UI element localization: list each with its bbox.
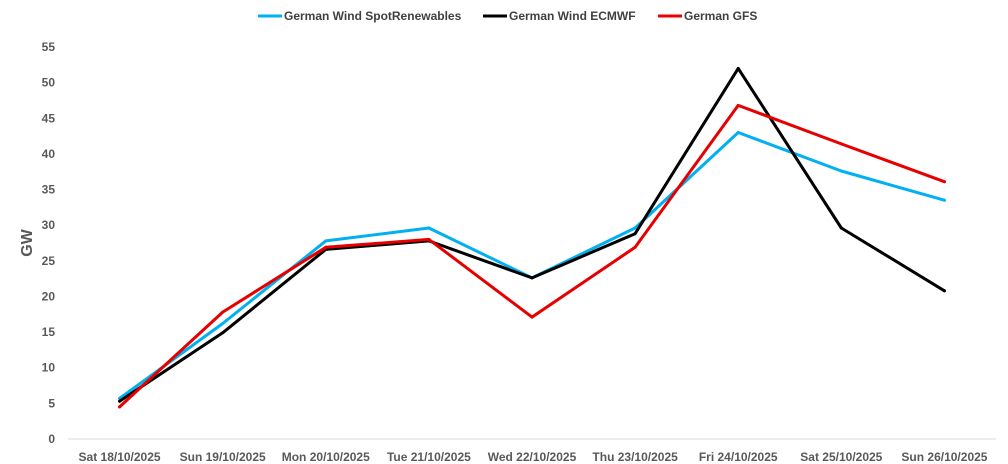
series-1-point bbox=[839, 226, 843, 230]
series-2-point bbox=[530, 315, 534, 319]
x-tick-label: Sat 25/10/2025 bbox=[800, 450, 882, 464]
series-2-point bbox=[736, 103, 740, 107]
x-axis-ticks: Sat 18/10/2025 Sun 19/10/2025 Mon 20/10/20… bbox=[79, 450, 988, 464]
series-1-point bbox=[221, 331, 225, 335]
x-tick-label: Sun 26/10/2025 bbox=[901, 450, 987, 464]
series-0-point bbox=[633, 226, 637, 230]
x-tick-label: Sat 18/10/2025 bbox=[79, 450, 161, 464]
series-2-point bbox=[221, 310, 225, 314]
series-1-point bbox=[942, 289, 946, 293]
series-lines bbox=[118, 66, 946, 409]
series-1-point bbox=[118, 399, 122, 403]
series-2-point bbox=[118, 405, 122, 409]
y-axis-label: GW bbox=[19, 228, 36, 256]
y-axis-ticks: 0 5 10 15 20 25 30 35 40 45 50 55 bbox=[42, 40, 56, 446]
legend-label-0: German Wind SpotRenewables bbox=[284, 9, 462, 23]
series-1-point bbox=[530, 276, 534, 280]
y-tick-label: 35 bbox=[42, 183, 56, 197]
series-1-point bbox=[633, 232, 637, 236]
y-tick-label: 40 bbox=[42, 147, 56, 161]
legend-label-1: German Wind ECMWF bbox=[509, 9, 636, 23]
series-0-point bbox=[221, 322, 225, 326]
y-tick-label: 30 bbox=[42, 218, 56, 232]
series-line-1 bbox=[118, 66, 946, 403]
y-tick-label: 5 bbox=[48, 396, 55, 410]
series-2-point bbox=[427, 237, 431, 241]
series-1-point bbox=[736, 66, 740, 70]
series-0-point bbox=[736, 131, 740, 135]
series-2-point bbox=[839, 142, 843, 146]
series-line-2 bbox=[118, 103, 946, 409]
x-tick-label: Tue 21/10/2025 bbox=[387, 450, 471, 464]
y-tick-label: 20 bbox=[42, 289, 56, 303]
x-tick-label: Wed 22/10/2025 bbox=[488, 450, 577, 464]
series-0-point bbox=[942, 198, 946, 202]
y-tick-label: 45 bbox=[42, 111, 56, 125]
series-2-point bbox=[942, 180, 946, 184]
x-tick-label: Fri 24/10/2025 bbox=[699, 450, 778, 464]
series-0-point bbox=[839, 169, 843, 173]
series-2-point bbox=[633, 245, 637, 249]
x-tick-label: Sun 19/10/2025 bbox=[180, 450, 266, 464]
y-tick-label: 55 bbox=[42, 40, 56, 54]
y-tick-label: 50 bbox=[42, 76, 56, 90]
legend-label-2: German GFS bbox=[684, 9, 757, 23]
y-tick-label: 10 bbox=[42, 361, 56, 375]
y-tick-label: 0 bbox=[48, 432, 55, 446]
y-tick-label: 15 bbox=[42, 325, 56, 339]
x-tick-label: Mon 20/10/2025 bbox=[282, 450, 370, 464]
series-line-0 bbox=[118, 131, 946, 400]
x-tick-label: Thu 23/10/2025 bbox=[592, 450, 678, 464]
legend: German Wind SpotRenewables German Wind EC… bbox=[258, 9, 757, 23]
series-2-point bbox=[324, 245, 328, 249]
series-0-point bbox=[427, 226, 431, 230]
series-0-point bbox=[324, 239, 328, 243]
y-tick-label: 25 bbox=[42, 254, 56, 268]
